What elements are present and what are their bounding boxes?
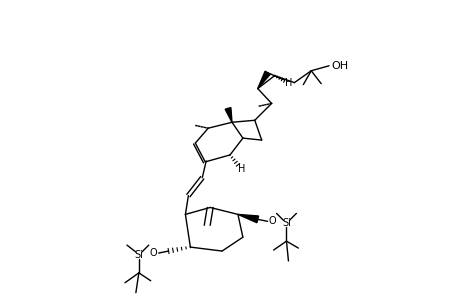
Text: H: H	[238, 164, 245, 174]
Polygon shape	[237, 214, 258, 223]
Text: O: O	[268, 216, 276, 226]
Text: Si: Si	[281, 218, 290, 228]
Text: O: O	[149, 248, 157, 258]
Text: Si: Si	[134, 250, 143, 260]
Polygon shape	[257, 71, 269, 88]
Text: H: H	[284, 78, 291, 88]
Text: OH: OH	[330, 61, 347, 71]
Polygon shape	[224, 108, 231, 122]
